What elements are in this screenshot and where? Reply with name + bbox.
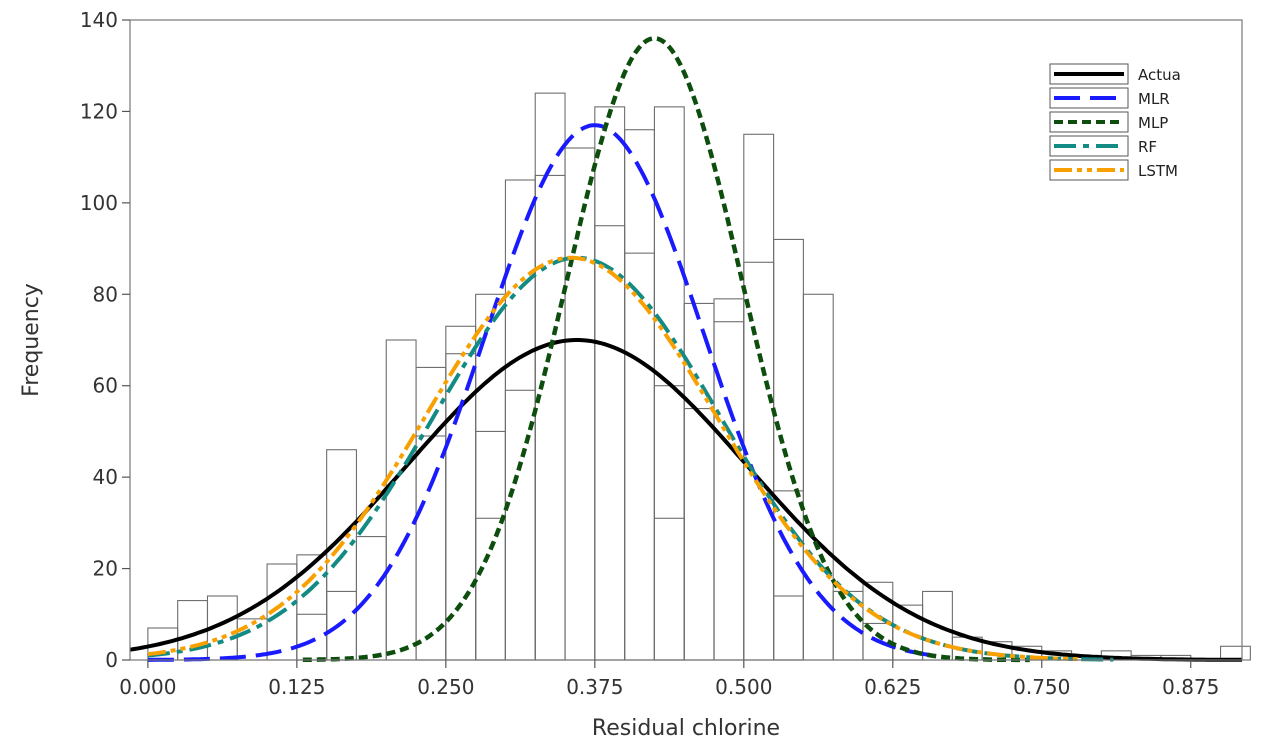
x-tick-label-0.375: 0.375 [566,675,623,699]
histogram-bar-19 [713,298,745,661]
histogram-bar-5-1 [296,613,328,661]
histogram-bar-15 [594,106,626,661]
histogram-bar-8 [385,339,417,661]
histogram-bar-21 [773,238,804,661]
y-tick-label-40: 40 [93,465,118,489]
histogram-bar-13 [534,92,566,661]
x-tick-label-0.750: 0.750 [1013,675,1070,699]
histogram-bar-17-1 [653,385,685,661]
y-axis: 0 20 40 60 80 100 120 140 [80,8,130,672]
series-line-mlr [147,123,935,662]
x-tick-label-0.500: 0.500 [715,675,772,699]
histogram-bar-6-1 [326,590,358,661]
y-tick-label-60: 60 [93,374,118,398]
x-axis-title: Residual chlorine [592,716,780,741]
histogram-bar-12 [504,179,536,661]
y-tick-label-0: 0 [105,648,118,672]
x-tick-label-0.875: 0.875 [1162,675,1219,699]
x-tick-label-0.125: 0.125 [268,675,325,699]
histogram-bar-9 [415,366,447,661]
legend-label-actua: Actua [1138,66,1181,84]
legend-label-mlp: MLP [1138,114,1168,132]
legend-label-lstm: LSTM [1138,162,1178,180]
histogram-bar-13-1 [534,174,566,661]
histogram-bar-16 [624,129,655,661]
series-line-lstm [147,255,1078,662]
x-axis: 0.000 0.125 0.250 0.375 0.500 0.625 0.750 0.875 [119,660,1219,699]
y-tick-label-20: 20 [93,557,118,581]
series-line-rf [147,255,1114,662]
legend-swatch-box-mlr [1049,87,1129,109]
histogram-bar-17-2 [653,517,685,661]
density-curves [129,36,1242,663]
histogram-bar-12-1 [504,389,536,661]
plot-frame [129,19,1243,661]
legend: Actua MLR MLP RF LSTM [1049,63,1181,181]
histogram-bar-11-2 [475,517,506,661]
y-axis-title: Frequency [19,283,44,397]
legend-label-rf: RF [1138,138,1157,156]
y-tick-label-100: 100 [80,191,118,215]
legend-label-mlr: MLR [1138,90,1170,108]
x-tick-label-0.625: 0.625 [864,675,921,699]
histogram-bar-7 [355,536,387,661]
histogram-bar-18 [683,302,715,661]
histogram-bar-21-1 [773,490,804,661]
y-tick-label-120: 120 [80,99,118,123]
y-tick-label-80: 80 [93,282,118,306]
histogram-bar-15-1 [594,225,626,661]
histogram-bar-18-1 [683,408,715,661]
series-line-mlp [302,36,1030,663]
histogram-bar-16-1 [624,252,655,661]
x-tick-label-0.000: 0.000 [119,675,176,699]
y-tick-label-140: 140 [80,8,118,32]
x-tick-label-0.250: 0.250 [417,675,474,699]
series-line-actua [129,338,1242,662]
histogram-bar-21-2 [773,595,804,661]
